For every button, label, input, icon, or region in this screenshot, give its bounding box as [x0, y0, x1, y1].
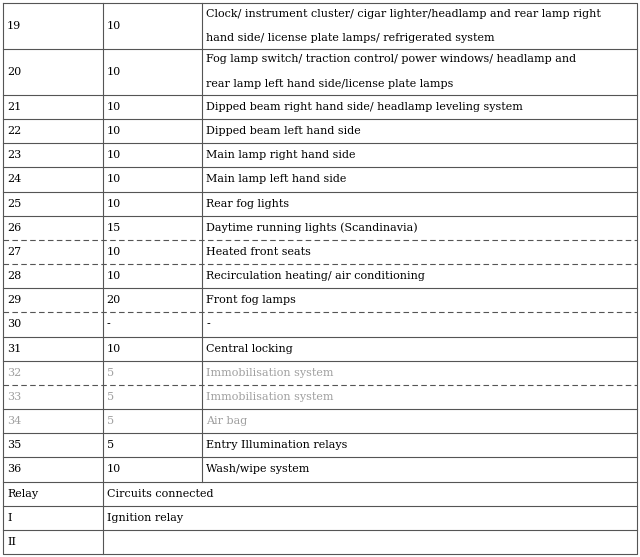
Text: 26: 26: [7, 223, 21, 233]
Text: 10: 10: [106, 465, 121, 475]
Text: 5: 5: [106, 416, 114, 426]
Text: -: -: [106, 319, 110, 329]
Text: 10: 10: [106, 21, 121, 31]
Text: 25: 25: [7, 199, 21, 208]
Text: 10: 10: [106, 174, 121, 184]
Text: 20: 20: [7, 67, 21, 77]
Text: Entry Illumination relays: Entry Illumination relays: [206, 440, 348, 450]
Text: II: II: [7, 537, 16, 547]
Text: 33: 33: [7, 392, 21, 402]
Text: Air bag: Air bag: [206, 416, 247, 426]
Text: 35: 35: [7, 440, 21, 450]
Text: Immobilisation system: Immobilisation system: [206, 368, 333, 378]
Text: 34: 34: [7, 416, 21, 426]
Text: 29: 29: [7, 295, 21, 305]
Text: Dipped beam left hand side: Dipped beam left hand side: [206, 126, 361, 136]
Text: 28: 28: [7, 271, 21, 281]
Text: 10: 10: [106, 247, 121, 257]
Text: 10: 10: [106, 199, 121, 208]
Text: 27: 27: [7, 247, 21, 257]
Text: 30: 30: [7, 319, 21, 329]
Text: 19: 19: [7, 21, 21, 31]
Text: hand side/ license plate lamps/ refrigerated system: hand side/ license plate lamps/ refriger…: [206, 33, 495, 43]
Text: 20: 20: [106, 295, 121, 305]
Text: 21: 21: [7, 102, 21, 112]
Text: Wash/wipe system: Wash/wipe system: [206, 465, 309, 475]
Text: 10: 10: [106, 102, 121, 112]
Text: Relay: Relay: [7, 488, 38, 499]
Text: Immobilisation system: Immobilisation system: [206, 392, 333, 402]
Text: 5: 5: [106, 368, 114, 378]
Text: 15: 15: [106, 223, 121, 233]
Text: 36: 36: [7, 465, 21, 475]
Text: Clock/ instrument cluster/ cigar lighter/headlamp and rear lamp right: Clock/ instrument cluster/ cigar lighter…: [206, 8, 601, 18]
Text: Central locking: Central locking: [206, 344, 293, 354]
Text: 10: 10: [106, 150, 121, 160]
Text: 24: 24: [7, 174, 21, 184]
Text: 10: 10: [106, 126, 121, 136]
Text: 10: 10: [106, 271, 121, 281]
Text: 10: 10: [106, 344, 121, 354]
Text: 5: 5: [106, 392, 114, 402]
Text: 23: 23: [7, 150, 21, 160]
Text: Heated front seats: Heated front seats: [206, 247, 311, 257]
Text: Front fog lamps: Front fog lamps: [206, 295, 296, 305]
Text: 31: 31: [7, 344, 21, 354]
Text: 10: 10: [106, 67, 121, 77]
Text: 32: 32: [7, 368, 21, 378]
Text: Circuits connected: Circuits connected: [106, 488, 213, 499]
Text: Daytime running lights (Scandinavia): Daytime running lights (Scandinavia): [206, 222, 418, 233]
Text: Main lamp right hand side: Main lamp right hand side: [206, 150, 356, 160]
Text: Ignition relay: Ignition relay: [106, 513, 182, 523]
Text: Dipped beam right hand side/ headlamp leveling system: Dipped beam right hand side/ headlamp le…: [206, 102, 523, 112]
Text: I: I: [7, 513, 12, 523]
Text: -: -: [206, 319, 210, 329]
Text: 22: 22: [7, 126, 21, 136]
Text: Fog lamp switch/ traction control/ power windows/ headlamp and: Fog lamp switch/ traction control/ power…: [206, 55, 576, 65]
Text: 5: 5: [106, 440, 114, 450]
Text: Main lamp left hand side: Main lamp left hand side: [206, 174, 346, 184]
Text: Rear fog lights: Rear fog lights: [206, 199, 289, 208]
Text: rear lamp left hand side/license plate lamps: rear lamp left hand side/license plate l…: [206, 79, 453, 89]
Text: Recirculation heating/ air conditioning: Recirculation heating/ air conditioning: [206, 271, 425, 281]
